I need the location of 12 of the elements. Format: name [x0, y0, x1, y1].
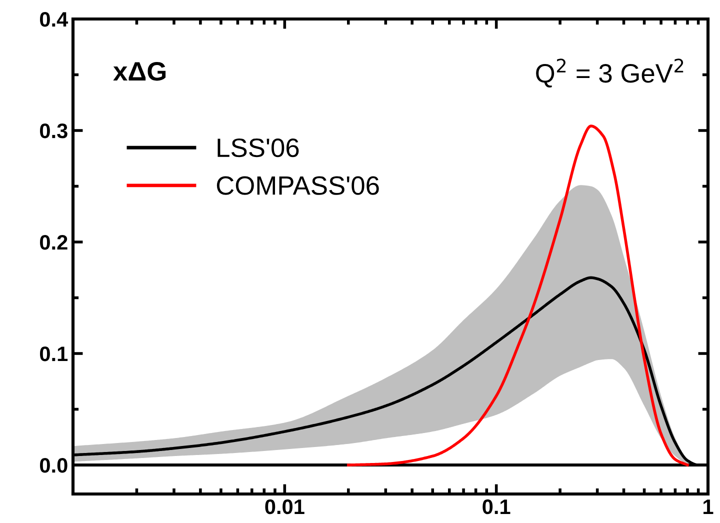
x-tick-label: 1	[704, 500, 714, 514]
y-tick-label: 0.4	[40, 12, 68, 27]
annotation: xΔG	[113, 62, 166, 81]
legend-label: LSS'06	[218, 138, 299, 158]
y-tick-label: 0.2	[40, 235, 68, 250]
legend-label: COMPASS'06	[216, 176, 379, 195]
x-tick-label: 0.1	[482, 499, 510, 514]
y-tick-label: 0.3	[40, 124, 68, 138]
y-tick-label: 0.0	[40, 458, 68, 473]
x-tick-label: 0.01	[265, 499, 304, 514]
y-tick-label: 0.1	[40, 346, 68, 362]
annotation: Q$^{2}$ = 3 GeV$^{2}$	[536, 58, 684, 88]
